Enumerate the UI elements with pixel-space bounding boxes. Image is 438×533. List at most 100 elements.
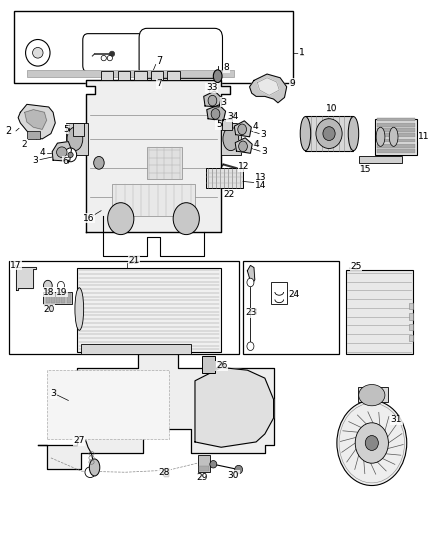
Polygon shape <box>195 368 274 447</box>
Text: 30: 30 <box>228 471 238 480</box>
Ellipse shape <box>239 141 247 152</box>
Ellipse shape <box>300 117 311 151</box>
Polygon shape <box>258 78 279 95</box>
Ellipse shape <box>43 280 52 291</box>
Text: 25: 25 <box>350 262 361 271</box>
Text: 17: 17 <box>11 261 21 270</box>
Polygon shape <box>38 354 274 469</box>
Text: 14: 14 <box>255 181 265 190</box>
Bar <box>377 139 415 142</box>
Bar <box>377 149 415 153</box>
Bar <box>51 293 55 303</box>
Text: 16: 16 <box>83 214 94 223</box>
Text: 34: 34 <box>227 112 238 121</box>
Text: 33: 33 <box>206 83 217 92</box>
Ellipse shape <box>64 148 77 162</box>
Text: 4: 4 <box>253 140 259 149</box>
Text: 12: 12 <box>238 162 250 171</box>
Text: 11: 11 <box>418 132 430 141</box>
Text: 30: 30 <box>228 471 239 480</box>
Bar <box>409 313 413 320</box>
Ellipse shape <box>75 288 84 330</box>
Text: 29: 29 <box>197 473 208 482</box>
Text: 16: 16 <box>83 214 94 223</box>
Text: 1: 1 <box>298 49 304 57</box>
Bar <box>198 455 210 472</box>
FancyBboxPatch shape <box>139 28 223 78</box>
Bar <box>346 270 413 354</box>
Text: 5: 5 <box>217 120 223 129</box>
Text: 3: 3 <box>221 98 226 107</box>
Bar <box>101 71 113 80</box>
Text: 20: 20 <box>43 304 54 313</box>
Polygon shape <box>52 142 71 161</box>
Text: 27: 27 <box>73 437 85 446</box>
Text: 9: 9 <box>289 78 295 87</box>
Polygon shape <box>247 265 255 284</box>
Ellipse shape <box>348 117 359 151</box>
Bar <box>14 11 293 83</box>
Text: 24: 24 <box>288 290 299 299</box>
Ellipse shape <box>337 400 407 486</box>
Bar <box>243 261 339 354</box>
Text: 28: 28 <box>159 468 170 477</box>
Bar <box>27 70 234 77</box>
Ellipse shape <box>247 342 254 351</box>
Ellipse shape <box>173 203 199 235</box>
Text: 22: 22 <box>223 190 235 199</box>
Text: 3: 3 <box>261 147 267 156</box>
Bar <box>27 131 40 139</box>
Polygon shape <box>207 105 226 121</box>
Ellipse shape <box>238 124 247 135</box>
Ellipse shape <box>32 47 43 58</box>
Polygon shape <box>235 138 252 154</box>
Text: 4: 4 <box>252 122 258 131</box>
Text: 9: 9 <box>289 78 295 87</box>
Bar <box>305 116 353 151</box>
Ellipse shape <box>365 435 378 450</box>
Ellipse shape <box>110 51 115 56</box>
Ellipse shape <box>208 95 217 106</box>
Ellipse shape <box>359 384 385 406</box>
Bar <box>375 119 417 155</box>
Text: 10: 10 <box>326 104 337 113</box>
Text: 23: 23 <box>245 308 257 317</box>
Text: 11: 11 <box>418 132 429 141</box>
Bar <box>223 119 232 131</box>
Text: 20: 20 <box>43 304 53 313</box>
Ellipse shape <box>389 127 398 147</box>
Text: 3: 3 <box>260 130 266 139</box>
Ellipse shape <box>355 423 389 463</box>
Text: 26: 26 <box>216 361 227 370</box>
Text: 2: 2 <box>5 126 11 136</box>
Text: 17: 17 <box>11 261 22 270</box>
Text: 15: 15 <box>359 165 370 174</box>
Ellipse shape <box>101 55 106 61</box>
FancyBboxPatch shape <box>83 34 144 72</box>
Ellipse shape <box>108 203 134 235</box>
Bar <box>409 303 413 309</box>
Bar <box>199 466 209 471</box>
Text: 4: 4 <box>40 148 46 157</box>
Bar <box>359 156 403 163</box>
Text: 3: 3 <box>50 389 56 398</box>
Ellipse shape <box>25 39 50 66</box>
Text: 33: 33 <box>206 83 217 92</box>
Ellipse shape <box>89 459 100 476</box>
Bar <box>46 293 49 303</box>
Text: 7: 7 <box>156 56 162 66</box>
Polygon shape <box>163 469 169 477</box>
Text: 4: 4 <box>40 148 46 157</box>
Bar <box>61 293 65 303</box>
Ellipse shape <box>67 127 83 151</box>
Text: 24: 24 <box>288 290 298 299</box>
Bar <box>377 144 415 148</box>
Polygon shape <box>18 104 55 139</box>
Text: 5: 5 <box>216 120 222 129</box>
Text: 21: 21 <box>129 256 140 265</box>
Text: 8: 8 <box>223 63 229 72</box>
Polygon shape <box>25 110 46 130</box>
Text: 18: 18 <box>43 287 53 296</box>
Ellipse shape <box>211 109 220 119</box>
Ellipse shape <box>323 127 335 141</box>
